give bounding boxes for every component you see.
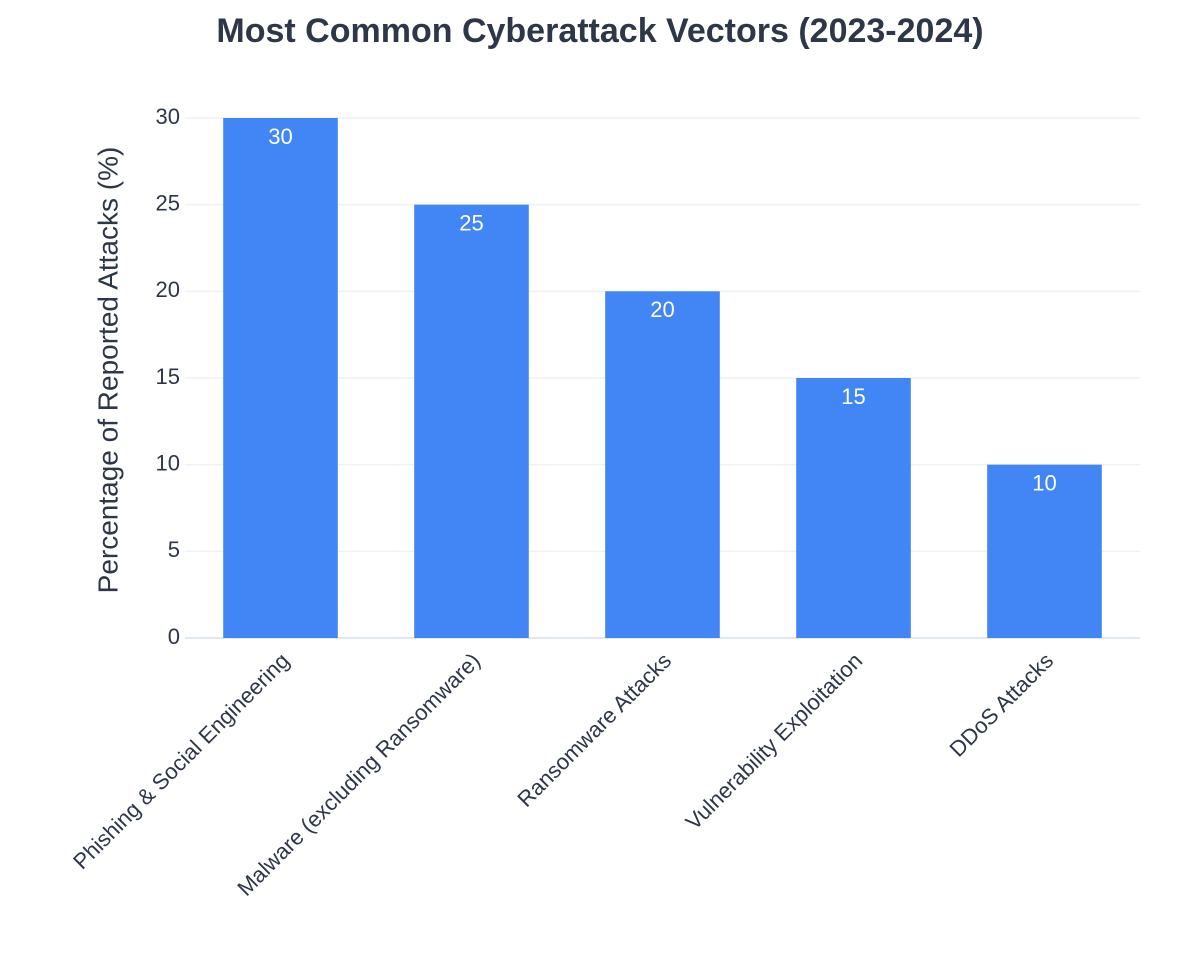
- bar: [987, 464, 1102, 638]
- y-tick-label: 0: [168, 624, 180, 649]
- x-tick-label: Vulnerability Exploitation: [681, 648, 868, 835]
- chart-title: Most Common Cyberattack Vectors (2023-20…: [216, 12, 983, 50]
- x-tick-label: DDoS Attacks: [945, 648, 1059, 762]
- y-tick-label: 20: [156, 277, 180, 302]
- y-tick-label: 30: [156, 104, 180, 129]
- bar: [796, 378, 911, 638]
- y-tick-label: 15: [156, 364, 180, 389]
- data-label: 15: [841, 384, 865, 409]
- data-label: 30: [268, 124, 292, 149]
- y-tick-label: 10: [156, 450, 180, 475]
- y-tick-label: 25: [156, 190, 180, 215]
- data-label: 20: [650, 297, 674, 322]
- bar: [223, 118, 338, 638]
- y-tick-label: 5: [168, 537, 180, 562]
- bar: [605, 291, 720, 638]
- x-tick-label: Phishing & Social Engineering: [68, 648, 294, 874]
- x-tick-label: Ransomware Attacks: [512, 648, 676, 812]
- data-label: 10: [1032, 470, 1056, 495]
- bar: [414, 204, 529, 638]
- y-axis-label: Percentage of Reported Attacks (%): [92, 147, 123, 594]
- data-label: 25: [459, 210, 483, 235]
